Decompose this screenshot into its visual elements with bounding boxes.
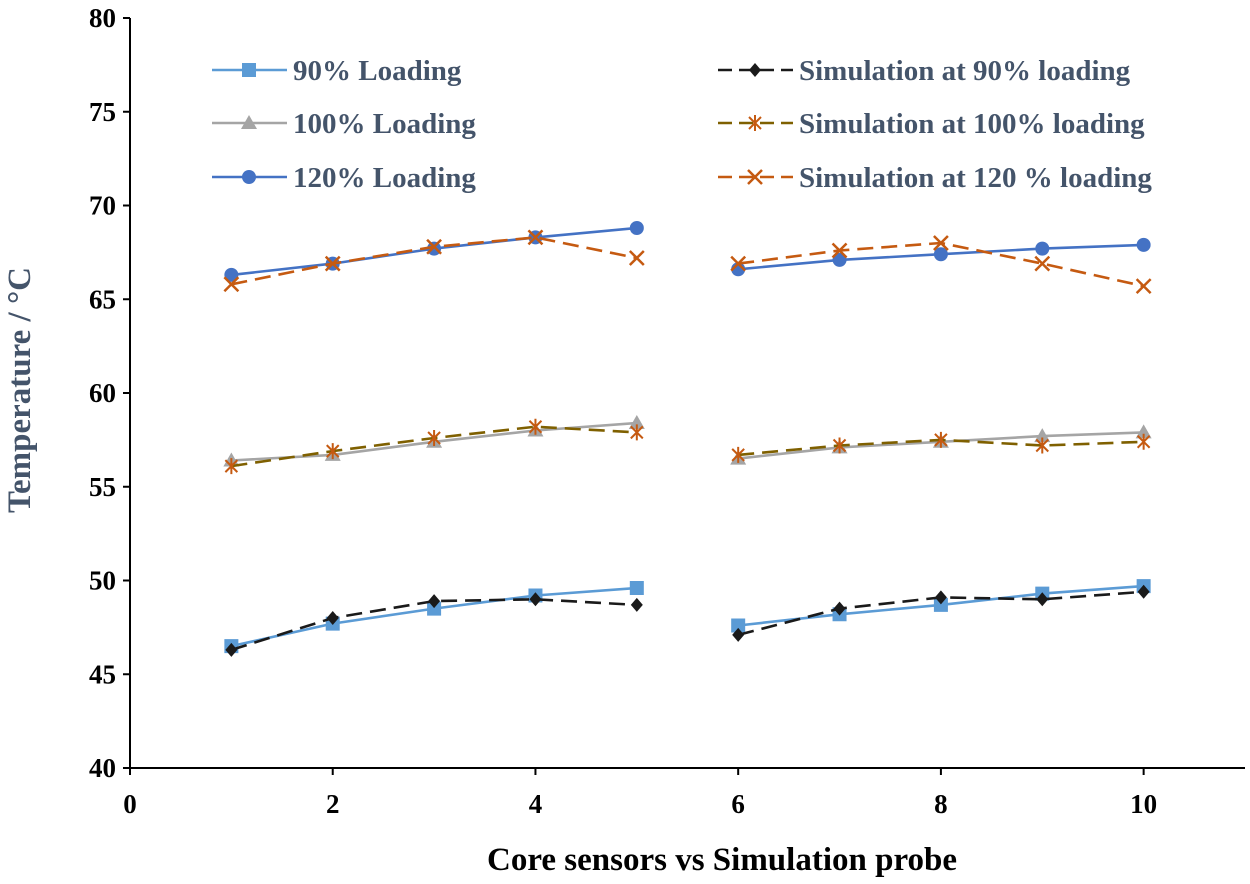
data-point bbox=[730, 255, 747, 272]
data-point bbox=[832, 252, 847, 267]
legend-label: Simulation at 120 % loading bbox=[799, 162, 1152, 194]
y-axis-title: Temperature / °C bbox=[2, 267, 38, 513]
legend-item-simulation-at-90-loading: Simulation at 90% loading bbox=[718, 55, 1131, 87]
data-point bbox=[427, 601, 442, 616]
y-tick-label: 70 bbox=[89, 191, 116, 221]
data-point bbox=[527, 229, 544, 246]
data-point bbox=[326, 611, 339, 625]
data-point bbox=[628, 250, 645, 266]
legend-label: Simulation at 90% loading bbox=[799, 55, 1131, 87]
legend-label: 120% Loading bbox=[293, 162, 476, 194]
legend-marker bbox=[749, 63, 761, 77]
y-tick-label: 75 bbox=[89, 97, 116, 127]
data-point bbox=[529, 592, 542, 607]
x-tick-label: 10 bbox=[1130, 789, 1157, 819]
series-simulation-at-90-loading bbox=[225, 584, 1150, 657]
legend-item-simulation-at-100-loading: Simulation at 100% loading bbox=[718, 108, 1145, 140]
series-100-loading bbox=[223, 415, 1152, 467]
data-point bbox=[1034, 255, 1051, 272]
data-point bbox=[1135, 424, 1152, 439]
y-tick-label: 80 bbox=[89, 3, 116, 33]
data-point bbox=[1036, 592, 1049, 607]
data-point bbox=[1135, 278, 1152, 295]
y-tick-label: 50 bbox=[89, 566, 116, 596]
series-simulation-at-100-loading bbox=[224, 418, 1151, 475]
data-point bbox=[629, 581, 644, 595]
y-tick-label: 60 bbox=[89, 378, 116, 408]
legend-label: 90% Loading bbox=[293, 55, 462, 87]
data-point bbox=[731, 446, 745, 463]
y-tick-label: 55 bbox=[89, 472, 116, 502]
legend-item-simulation-at-120-loading: Simulation at 120 % loading bbox=[718, 162, 1152, 194]
data-point bbox=[1136, 237, 1151, 252]
data-point bbox=[933, 235, 949, 251]
legend-label: 100% Loading bbox=[293, 108, 476, 140]
legend-marker bbox=[242, 170, 256, 184]
data-point bbox=[225, 642, 238, 657]
series-line bbox=[231, 597, 637, 652]
series-90-loading bbox=[224, 579, 1151, 654]
y-tick-label: 45 bbox=[89, 659, 116, 689]
x-tick-label: 4 bbox=[529, 789, 543, 819]
y-tick-label: 40 bbox=[89, 753, 116, 783]
data-point bbox=[934, 590, 947, 605]
legend-marker bbox=[242, 63, 256, 77]
data-point bbox=[933, 247, 948, 262]
data-point bbox=[427, 430, 441, 446]
legend-item-120-loading: 120% Loading bbox=[212, 162, 476, 194]
x-tick-label: 0 bbox=[123, 789, 137, 819]
series-120-loading bbox=[224, 221, 1151, 282]
data-point bbox=[630, 424, 644, 441]
data-point bbox=[731, 618, 746, 633]
data-point bbox=[630, 597, 643, 612]
x-axis-title: Core sensors vs Simulation probe bbox=[487, 842, 957, 878]
data-point bbox=[933, 597, 948, 612]
data-point bbox=[528, 418, 543, 435]
data-point bbox=[224, 267, 239, 282]
data-point bbox=[1035, 241, 1050, 256]
legend-item-100-loading: 100% Loading bbox=[212, 108, 476, 140]
y-tick-label: 65 bbox=[89, 284, 116, 314]
data-point bbox=[1034, 428, 1051, 443]
legend-marker bbox=[747, 169, 763, 185]
legend: 90% Loading 100% Loading 120% Loading Simul… bbox=[212, 55, 1152, 194]
legend-marker bbox=[241, 115, 257, 129]
data-point bbox=[428, 594, 441, 609]
data-point bbox=[1137, 584, 1150, 599]
data-point bbox=[324, 255, 341, 272]
data-point bbox=[1136, 433, 1151, 450]
series-simulation-at-120-loading bbox=[223, 229, 1152, 295]
legend-item-90-loading: 90% Loading bbox=[212, 55, 462, 87]
x-tick-label: 8 bbox=[934, 789, 948, 819]
data-point bbox=[832, 437, 847, 454]
data-point bbox=[628, 415, 645, 429]
data-point bbox=[426, 238, 442, 255]
data-point bbox=[1035, 437, 1049, 454]
data-point bbox=[934, 431, 948, 448]
legend-marker bbox=[748, 115, 762, 131]
data-point bbox=[326, 443, 340, 460]
data-point bbox=[224, 458, 239, 475]
data-point bbox=[833, 601, 846, 616]
x-tick-label: 2 bbox=[326, 789, 340, 819]
series-group bbox=[223, 221, 1152, 657]
axes: 40 45 50 55 60 65 70 75 80 0 2 4 6 8 10 bbox=[89, 3, 1245, 819]
x-tick-label: 6 bbox=[731, 789, 745, 819]
data-point bbox=[629, 221, 644, 235]
data-point bbox=[223, 276, 240, 293]
data-point bbox=[831, 242, 848, 259]
legend-label: Simulation at 100% loading bbox=[799, 108, 1145, 140]
data-point bbox=[732, 627, 745, 642]
data-point bbox=[427, 241, 442, 256]
